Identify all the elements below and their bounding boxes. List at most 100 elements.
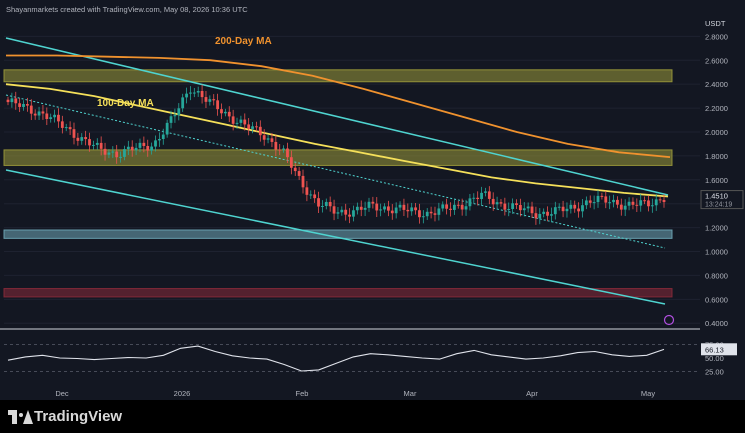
candle-body [282, 148, 285, 150]
candle-body [154, 140, 157, 147]
candle-body [526, 206, 530, 209]
price-tick-label: 2.0000 [705, 128, 728, 137]
candle-body [522, 208, 526, 211]
tradingview-logo[interactable]: TradingView [8, 408, 122, 425]
candle-body [604, 196, 608, 203]
candle-body [421, 216, 425, 218]
candle-body [33, 113, 37, 116]
candle-body [262, 135, 266, 140]
candle-body [581, 205, 584, 212]
candle-body [185, 93, 188, 98]
zone-mid-supply [3, 149, 673, 166]
price-tick-label: 1.8000 [705, 152, 728, 161]
candle-body [91, 144, 95, 146]
candle-body [76, 137, 80, 141]
candle-body [134, 147, 138, 151]
candle-body [53, 114, 56, 118]
candle-body [270, 138, 274, 142]
candle-body [189, 92, 192, 94]
candle-body [390, 210, 394, 214]
ma100-line [5, 83, 669, 198]
candle-body [352, 210, 355, 217]
candle-body [123, 149, 126, 157]
candle-body [49, 117, 53, 120]
candle-body [414, 207, 417, 211]
candle-body [464, 206, 468, 210]
candle-body [64, 127, 68, 129]
candle-body [204, 97, 208, 102]
candle-body [181, 97, 185, 109]
candle-body [538, 213, 542, 219]
zone-demand [3, 229, 673, 239]
candle-body [507, 208, 511, 210]
candle-body [165, 122, 169, 135]
candle-body [340, 209, 344, 213]
price-axis: 2.8000 2.6000 2.4000 2.2000 2.0000 1.8000 1.60… [663, 19, 744, 328]
candle-body [359, 206, 363, 210]
candle-body [425, 211, 429, 217]
rsi-current-tag [701, 343, 737, 356]
candle-body [429, 211, 433, 214]
candle-body [662, 199, 666, 203]
candle-body [452, 204, 456, 210]
candle-body [227, 111, 231, 117]
candle-body [623, 205, 627, 210]
candle-body [418, 210, 421, 218]
moving-averages [5, 54, 671, 198]
candle-body [577, 208, 581, 212]
candle-body [247, 124, 251, 129]
candle-body [278, 149, 282, 151]
ma200-label: 200-Day MA [215, 36, 272, 47]
candle-body [84, 137, 88, 140]
candle-body [317, 198, 320, 207]
candle-body [480, 192, 483, 200]
candle-body [289, 157, 293, 168]
candle-body [146, 145, 150, 151]
price-tick-label: 0.4000 [705, 319, 728, 328]
candle-body [635, 204, 639, 206]
candle-body [612, 199, 615, 203]
channel-upper-line [5, 37, 669, 196]
time-tick-label: Mar [404, 389, 417, 398]
chart-credit: Shayanmarkets created with TradingView.c… [6, 5, 248, 14]
candle-body [126, 146, 130, 150]
candle-body [258, 126, 262, 136]
tradingview-logo-icon [8, 409, 33, 424]
candle-body [383, 206, 386, 210]
candle-body [14, 98, 18, 104]
price-tick-label: 1.6000 [705, 176, 728, 185]
candle-body [309, 194, 313, 196]
candle-body [45, 113, 49, 120]
candle-body [476, 197, 480, 200]
candle-body [243, 119, 247, 125]
countdown-label: 13:24:19 [705, 202, 732, 209]
channel-mid-line [5, 94, 666, 249]
candle-body [173, 115, 177, 117]
candle-body [157, 138, 161, 141]
price-tick-label: 0.6000 [705, 295, 728, 304]
candle-body [266, 138, 270, 140]
candle-body [103, 148, 107, 155]
candle-body [29, 105, 33, 114]
candle-body [293, 167, 297, 172]
candle-body [142, 142, 146, 146]
candle-body [18, 103, 22, 107]
candle-body [138, 142, 142, 148]
alert-icon [663, 314, 675, 326]
candle-body [239, 119, 243, 123]
candle-body [130, 146, 134, 151]
candle-body [212, 99, 216, 101]
candle-body [608, 202, 612, 204]
candle-body [355, 206, 359, 211]
candle-body [251, 126, 254, 129]
candle-body [115, 151, 119, 158]
candle-body [596, 195, 600, 203]
candle-body [542, 211, 546, 214]
candle-body [200, 91, 204, 98]
time-tick-label: May [641, 389, 655, 398]
candle-body [305, 187, 309, 195]
candle-body [437, 208, 441, 215]
